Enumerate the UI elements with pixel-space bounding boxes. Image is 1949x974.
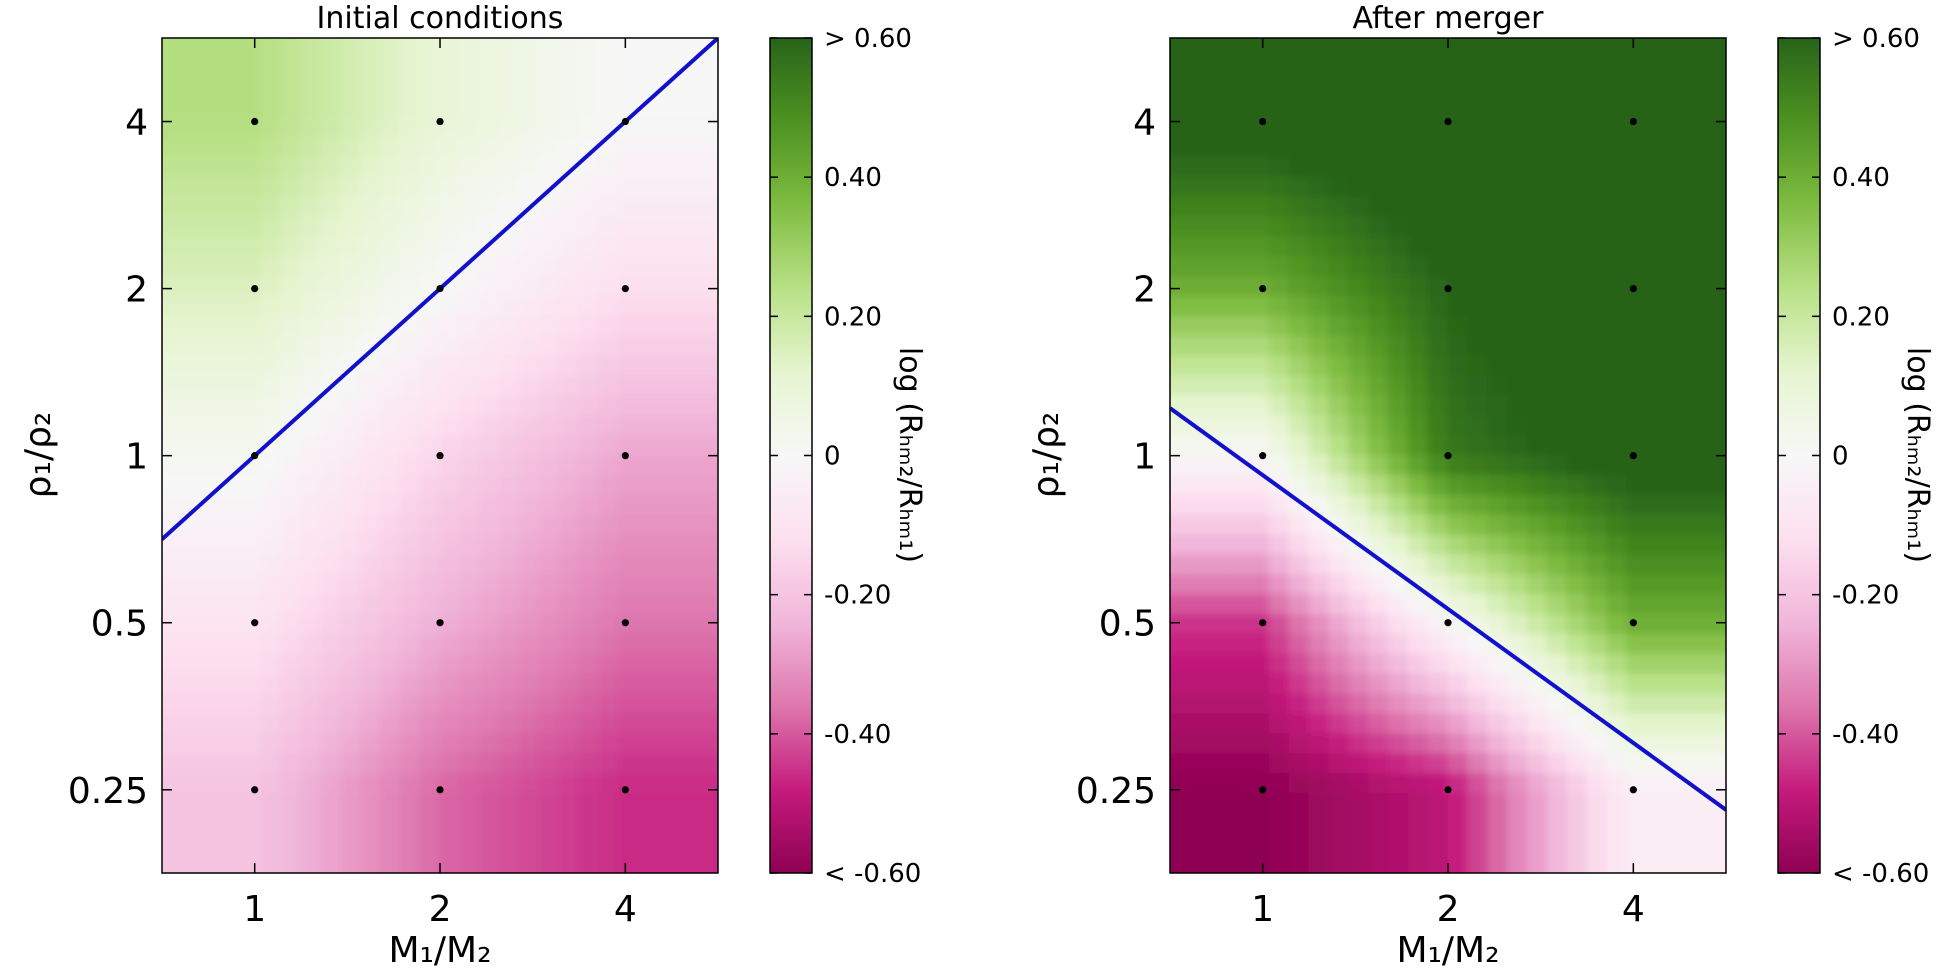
x-tick-label: 2	[429, 889, 452, 930]
colorbar-tick-label: > 0.60	[824, 24, 912, 54]
sample-point	[1629, 284, 1637, 293]
colorbar-tick-label: -0.40	[1832, 720, 1899, 750]
x-tick-label: 4	[1622, 889, 1645, 930]
sample-point	[436, 786, 444, 794]
sample-point	[621, 786, 629, 794]
sample-point	[621, 117, 629, 126]
colorbar-label: log (Rₕₘ₂/Rₕₘ₁)	[892, 347, 927, 563]
sample-point	[1259, 117, 1267, 126]
sample-points	[251, 117, 629, 794]
sample-point	[1629, 452, 1637, 460]
x-axis-label: M₁/M₂	[1396, 930, 1499, 971]
panel-after-merger: 1 2 4 4 2 1 0.5 0.25 After merger M₁/M₂ …	[1026, 1, 1935, 971]
sample-point	[621, 452, 629, 460]
x-tick-label: 2	[1437, 889, 1460, 930]
colorbar-tick-label: 0.40	[1832, 163, 1890, 193]
x-axis-label: M₁/M₂	[388, 930, 491, 971]
zero-contour-line	[1170, 406, 1726, 812]
y-tick-label: 0.25	[1076, 771, 1156, 812]
sample-point	[1444, 786, 1452, 794]
colorbar-tick-label: 0	[1832, 442, 1849, 472]
colorbar-ticks	[1778, 37, 1820, 874]
y-axis-label: ρ₁/ρ₂	[1026, 412, 1067, 499]
plot-frame	[1169, 37, 1727, 874]
x-ticks	[253, 38, 627, 873]
plot-frame	[161, 37, 719, 874]
sample-point	[1629, 117, 1637, 126]
colorbar-tick-label: 0.20	[824, 302, 882, 332]
colorbar-tick-label: > 0.60	[1832, 24, 1920, 54]
sample-point	[436, 284, 444, 293]
colorbar-tick-label: 0.40	[824, 163, 882, 193]
y-tick-label: 4	[1133, 103, 1156, 144]
sample-point	[1629, 619, 1637, 627]
y-ticks	[1170, 120, 1726, 791]
y-axis-label: ρ₁/ρ₂	[18, 412, 59, 499]
sample-point	[436, 452, 444, 460]
chart-title: After merger	[1353, 1, 1545, 36]
colorbar-tick-label: 0.20	[1832, 302, 1890, 332]
sample-point	[436, 117, 444, 126]
colorbar-tick-label: -0.20	[824, 581, 891, 611]
x-tick-label: 4	[614, 889, 637, 930]
y-ticks	[162, 120, 718, 791]
y-tick-label: 1	[1133, 437, 1156, 478]
y-tick-label: 4	[125, 103, 148, 144]
sample-point	[621, 619, 629, 627]
colorbar-ticks	[770, 37, 812, 874]
y-tick-label: 2	[125, 270, 148, 311]
colorbar-tick-label: < -0.60	[1832, 859, 1929, 889]
sample-point	[436, 619, 444, 627]
sample-point	[251, 452, 259, 460]
sample-point	[1629, 786, 1637, 794]
sample-point	[1259, 284, 1267, 293]
y-tick-label: 2	[1133, 270, 1156, 311]
sample-point	[251, 786, 259, 794]
heatmap-field	[162, 38, 718, 873]
sample-point	[251, 619, 259, 627]
colorbar-tick-label: < -0.60	[824, 859, 921, 889]
sample-point	[1444, 117, 1452, 126]
sample-point	[1444, 452, 1452, 460]
sample-point	[1444, 284, 1452, 293]
sample-point	[1259, 452, 1267, 460]
colorbar-tick-label: -0.20	[1832, 581, 1899, 611]
sample-point	[251, 284, 259, 293]
panel-initial-conditions: 1 2 4 4 2 1 0.5 0.25 Initial conditions …	[18, 1, 927, 971]
y-tick-label: 0.5	[1099, 604, 1156, 645]
chart-title: Initial conditions	[317, 1, 564, 36]
sample-point	[251, 117, 259, 126]
y-tick-label: 0.5	[91, 604, 148, 645]
y-tick-label: 0.25	[68, 771, 148, 812]
colorbar-tick-label: 0	[824, 442, 841, 472]
sample-point	[1259, 786, 1267, 794]
sample-points	[1259, 117, 1637, 794]
y-tick-label: 1	[125, 437, 148, 478]
colorbar-tick-label: -0.40	[824, 720, 891, 750]
x-ticks	[1261, 38, 1635, 873]
x-tick-label: 1	[243, 889, 266, 930]
x-tick-label: 1	[1251, 889, 1274, 930]
sample-point	[1444, 619, 1452, 627]
sample-point	[621, 284, 629, 293]
heatmap-field	[1170, 38, 1726, 873]
sample-point	[1259, 619, 1267, 627]
colorbar-label: log (Rₕₘ₂/Rₕₘ₁)	[1900, 347, 1935, 563]
